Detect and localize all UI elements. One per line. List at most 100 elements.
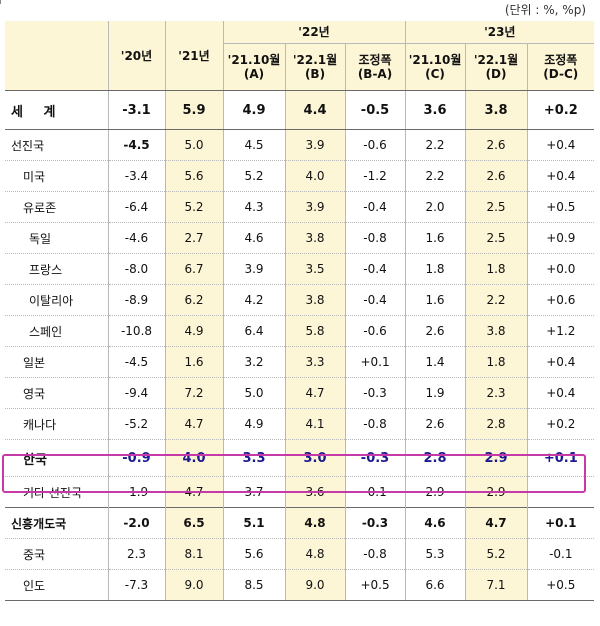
value-cell: 1.4	[404, 346, 466, 378]
value-cell: 5.8	[284, 315, 346, 347]
value-cell: 4.6	[404, 507, 466, 539]
row-label: 스페인	[5, 315, 109, 347]
value-cell: -5.2	[107, 408, 166, 440]
value-cell: -0.4	[344, 284, 406, 316]
value-cell: 5.0	[222, 377, 286, 409]
value-cell: +0.1	[344, 346, 406, 378]
row-label: 미국	[5, 160, 109, 192]
value-cell: +0.4	[526, 160, 595, 192]
value-cell: 4.4	[284, 90, 346, 130]
header-2022: '22년	[222, 21, 406, 44]
value-cell: 3.8	[284, 284, 346, 316]
value-cell: 4.9	[222, 90, 286, 130]
value-cell: -4.6	[107, 222, 166, 254]
value-cell: 4.9	[164, 315, 224, 347]
row-label: 선진국	[5, 129, 109, 161]
value-cell: 5.1	[222, 507, 286, 539]
value-cell: 4.5	[222, 129, 286, 161]
value-cell: 2.6	[404, 408, 466, 440]
value-cell: 7.2	[164, 377, 224, 409]
value-cell: 3.9	[284, 129, 346, 161]
value-cell: 6.6	[404, 569, 466, 601]
value-cell: 6.2	[164, 284, 224, 316]
value-cell: 3.3	[222, 439, 286, 477]
table-row: 독일 -4.6 2.7 4.6 3.8 -0.8 1.6 2.5 +0.9	[5, 222, 595, 254]
row-label: 독일	[5, 222, 109, 254]
value-cell: -4.5	[107, 129, 166, 161]
value-cell: +0.0	[526, 253, 595, 285]
value-cell: 1.9	[404, 377, 466, 409]
value-cell: -0.4	[344, 253, 406, 285]
value-cell: 1.6	[404, 284, 466, 316]
value-cell: 4.9	[222, 408, 286, 440]
value-cell: 9.0	[284, 569, 346, 601]
value-cell: -1.9	[107, 476, 166, 508]
header-2021: '21년	[164, 21, 224, 91]
value-cell: -6.4	[107, 191, 166, 223]
value-cell: 3.6	[284, 476, 346, 508]
table-row: 이탈리아 -8.9 6.2 4.2 3.8 -0.4 1.6 2.2 +0.6	[5, 284, 595, 316]
table-row: 캐나다 -5.2 4.7 4.9 4.1 -0.8 2.6 2.8 +0.2	[5, 408, 595, 440]
row-label: 세 계	[5, 90, 109, 130]
value-cell: 2.3	[464, 377, 528, 409]
value-cell: -2.0	[107, 507, 166, 539]
value-cell: -	[526, 476, 595, 508]
value-cell: 3.9	[284, 191, 346, 223]
table-row: 영국 -9.4 7.2 5.0 4.7 -0.3 1.9 2.3 +0.4	[5, 377, 595, 409]
table-row: 신흥개도국 -2.0 6.5 5.1 4.8 -0.3 4.6 4.7 +0.1	[5, 507, 595, 539]
value-cell: -0.8	[344, 408, 406, 440]
row-label: 중국	[5, 538, 109, 570]
value-cell: 3.0	[284, 439, 346, 477]
value-cell: 2.8	[464, 408, 528, 440]
value-cell: -0.3	[344, 507, 406, 539]
table-row: 유로존 -6.4 5.2 4.3 3.9 -0.4 2.0 2.5 +0.5	[5, 191, 595, 223]
value-cell: 4.8	[284, 507, 346, 539]
value-cell: 3.3	[284, 346, 346, 378]
value-cell: 6.4	[222, 315, 286, 347]
value-cell: 3.2	[222, 346, 286, 378]
value-cell: 4.0	[284, 160, 346, 192]
value-cell: 3.9	[222, 253, 286, 285]
header-2023: '23년	[404, 21, 595, 44]
row-label: 프랑스	[5, 253, 109, 285]
header-sub-cell: '22.1월 (D)	[464, 43, 528, 91]
value-cell: 4.8	[284, 538, 346, 570]
row-label: 일본	[5, 346, 109, 378]
row-label: 인도	[5, 569, 109, 601]
value-cell: 2.2	[464, 284, 528, 316]
row-label: 기타 선진국	[5, 476, 109, 508]
value-cell: 3.7	[222, 476, 286, 508]
value-cell: +0.2	[526, 408, 595, 440]
value-cell: -0.8	[344, 222, 406, 254]
value-cell: +0.4	[526, 346, 595, 378]
value-cell: 2.9	[464, 476, 528, 508]
value-cell: 5.3	[404, 538, 466, 570]
table-row: 기타 선진국 -1.9 4.7 3.7 3.6 -0.1 2.9 2.9-	[5, 476, 595, 508]
value-cell: -0.6	[344, 315, 406, 347]
value-cell: 2.6	[404, 315, 466, 347]
value-cell: 4.7	[464, 507, 528, 539]
value-cell: +0.1	[526, 507, 595, 539]
row-label: 영국	[5, 377, 109, 409]
value-cell: 1.6	[404, 222, 466, 254]
table-row: 프랑스 -8.0 6.7 3.9 3.5 -0.4 1.8 1.8 +0.0	[5, 253, 595, 285]
row-label: 유로존	[5, 191, 109, 223]
value-cell: -9.4	[107, 377, 166, 409]
value-cell: 3.6	[404, 90, 466, 130]
value-cell: 5.9	[164, 90, 224, 130]
value-cell: 5.2	[464, 538, 528, 570]
value-cell: +0.6	[526, 284, 595, 316]
value-cell: 5.2	[164, 191, 224, 223]
value-cell: 5.6	[164, 160, 224, 192]
row-label: 신흥개도국	[5, 507, 109, 539]
value-cell: 8.5	[222, 569, 286, 601]
value-cell: 3.8	[464, 315, 528, 347]
value-cell: 2.0	[404, 191, 466, 223]
value-cell: -0.5	[344, 90, 406, 130]
value-cell: 2.5	[464, 222, 528, 254]
table-row: 선진국 -4.5 5.0 4.5 3.9 -0.6 2.2 2.6 +0.4	[5, 129, 595, 161]
value-cell: 1.8	[464, 253, 528, 285]
value-cell: -0.6	[344, 129, 406, 161]
value-cell: 5.6	[222, 538, 286, 570]
value-cell: +0.9	[526, 222, 595, 254]
